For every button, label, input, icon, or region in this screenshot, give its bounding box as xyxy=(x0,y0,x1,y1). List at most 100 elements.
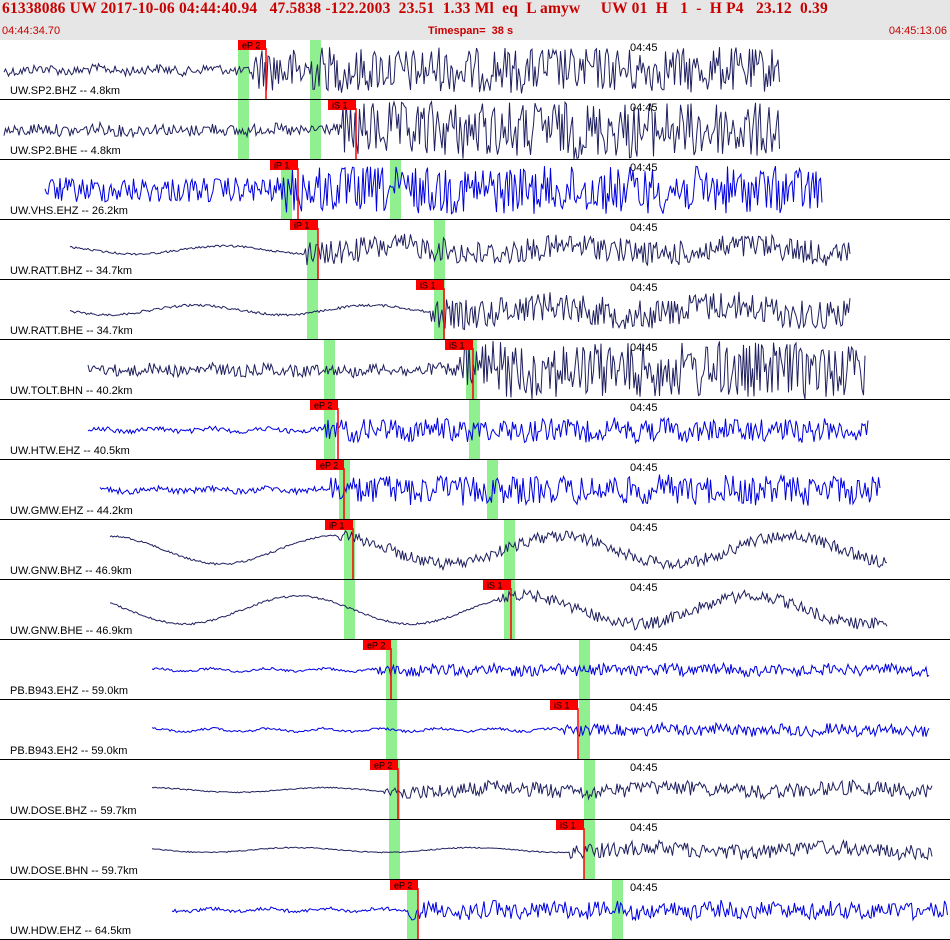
phase-window xyxy=(504,520,515,579)
phase-window xyxy=(324,400,335,459)
time-tick-label: 04:45 xyxy=(630,402,658,414)
event-header: 61338086 UW 2017-10-06 04:44:40.94 47.58… xyxy=(0,0,950,40)
trace-panel[interactable]: iS 1 04:45 UW.RATT.BHE -- 34.7km xyxy=(0,280,950,340)
waveform-line xyxy=(171,899,948,922)
trace-label: UW.HTW.EHZ -- 40.5km xyxy=(10,445,131,457)
trace-label: PB.B943.EH2 -- 59.0km xyxy=(10,745,129,757)
pick-label: eP 2 xyxy=(320,461,338,471)
trace-plot: iS 1 xyxy=(3,100,780,159)
trace-plot: iS 1 xyxy=(87,340,866,399)
pick-label: eP 2 xyxy=(242,41,260,51)
time-tick-label: 04:45 xyxy=(630,222,658,234)
waveform-line xyxy=(109,588,888,631)
end-time: 04:45:13.06 xyxy=(888,25,947,37)
waveform-line xyxy=(69,233,851,266)
phase-window xyxy=(390,160,401,219)
trace-panel[interactable]: eP 2 04:45 UW.DOSE.BHZ -- 59.7km xyxy=(0,760,950,820)
time-tick-label: 04:45 xyxy=(630,522,658,534)
phase-window xyxy=(281,160,292,219)
phase-window xyxy=(389,820,400,879)
pick-marker: iP 1 xyxy=(270,160,298,171)
phase-window xyxy=(344,520,355,579)
trace-label: UW.GNW.BHZ -- 46.9km xyxy=(10,565,133,577)
waveform-line xyxy=(69,291,851,331)
trace-panel[interactable]: iS 1 04:45 PB.B943.EH2 -- 59.0km xyxy=(0,700,950,760)
time-tick-label: 04:45 xyxy=(630,762,658,774)
trace-panel[interactable]: iS 1 04:45 UW.GNW.BHE -- 46.9km xyxy=(0,580,950,640)
trace-plot: iS 1 xyxy=(109,580,888,639)
pick-label: eP 2 xyxy=(314,401,332,411)
trace-panel[interactable]: iP 1 04:45 UW.RATT.BHZ -- 34.7km xyxy=(0,220,950,280)
pick-marker: iS 1 xyxy=(483,580,511,591)
waveform-line xyxy=(151,661,930,679)
waveform-line xyxy=(109,529,888,572)
pick-marker: eP 2 xyxy=(390,880,418,891)
pick-label: iS 1 xyxy=(487,581,503,591)
pick-marker: iS 1 xyxy=(328,100,356,111)
trace-panel[interactable]: eP 2 04:45 UW.SP2.BHZ -- 4.8km xyxy=(0,40,950,100)
trace-plot: iP 1 xyxy=(109,520,888,579)
phase-window xyxy=(612,880,623,939)
pick-marker: eP 2 xyxy=(310,400,338,411)
trace-panel[interactable]: eP 2 04:45 UW.GMW.EHZ -- 44.2km xyxy=(0,460,950,520)
trace-label: UW.GNW.BHE -- 46.9km xyxy=(10,625,134,637)
pick-label: iP 1 xyxy=(274,161,289,171)
time-tick-label: 04:45 xyxy=(630,42,658,54)
trace-plot: iS 1 xyxy=(69,280,851,339)
trace-panel[interactable]: eP 2 04:45 UW.HDW.EHZ -- 64.5km xyxy=(0,880,950,940)
pick-label: iS 1 xyxy=(449,341,465,351)
pick-label: eP 2 xyxy=(367,641,385,651)
pick-marker: iP 1 xyxy=(325,520,353,531)
trace-panel[interactable]: iS 1 04:45 UW.DOSE.BHN -- 59.7km xyxy=(0,820,950,880)
waveform-line xyxy=(44,165,823,215)
trace-label: UW.VHS.EHZ -- 26.2km xyxy=(10,205,129,217)
trace-label: UW.HDW.EHZ -- 64.5km xyxy=(10,925,133,937)
phase-window xyxy=(307,280,318,339)
pick-label: iS 1 xyxy=(554,701,570,711)
trace-label: UW.RATT.BHZ -- 34.7km xyxy=(10,265,134,277)
trace-panel[interactable]: iP 1 04:45 UW.GNW.BHZ -- 46.9km xyxy=(0,520,950,580)
time-tick-label: 04:45 xyxy=(630,642,658,654)
phase-window xyxy=(584,760,595,819)
pick-label: iS 1 xyxy=(560,821,576,831)
phase-window xyxy=(407,880,418,939)
event-title: 61338086 UW 2017-10-06 04:44:40.94 47.58… xyxy=(2,0,828,17)
trace-panel[interactable]: eP 2 04:45 PB.B943.EHZ -- 59.0km xyxy=(0,640,950,700)
time-tick-label: 04:45 xyxy=(630,582,658,594)
waveform-line xyxy=(99,473,881,507)
pick-marker: eP 2 xyxy=(363,640,391,651)
time-tick-label: 04:45 xyxy=(630,822,658,834)
trace-plot: eP 2 xyxy=(99,460,881,519)
trace-label: PB.B943.EHZ -- 59.0km xyxy=(10,685,129,697)
trace-plot: eP 2 xyxy=(171,880,948,939)
trace-plot: iS 1 xyxy=(151,820,933,879)
pick-label: eP 2 xyxy=(374,761,392,771)
pick-label: iP 1 xyxy=(294,221,309,231)
time-tick-label: 04:45 xyxy=(630,102,658,114)
phase-window xyxy=(466,340,477,399)
trace-panel[interactable]: iP 1 04:45 UW.VHS.EHZ -- 26.2km xyxy=(0,160,950,220)
phase-window xyxy=(310,40,321,99)
time-tick-label: 04:45 xyxy=(630,462,658,474)
pick-label: iS 1 xyxy=(332,101,348,111)
trace-label: UW.SP2.BHE -- 4.8km xyxy=(10,145,122,157)
time-tick-label: 04:45 xyxy=(630,882,658,894)
trace-plot: eP 2 xyxy=(3,40,780,99)
phase-window xyxy=(469,400,480,459)
phase-window xyxy=(310,100,321,159)
waveform-line xyxy=(151,779,933,801)
waveform-line xyxy=(3,47,780,94)
phase-window xyxy=(307,220,318,279)
pick-marker: iS 1 xyxy=(550,700,578,711)
phase-window xyxy=(434,280,445,339)
pick-marker: iS 1 xyxy=(445,340,473,351)
pick-marker: iS 1 xyxy=(416,280,444,291)
waveform-line xyxy=(87,340,866,399)
pick-marker: iS 1 xyxy=(556,820,584,831)
trace-panel[interactable]: iS 1 04:45 UW.TOLT.BHN -- 40.2km xyxy=(0,340,950,400)
pick-label: eP 2 xyxy=(394,881,412,891)
phase-window xyxy=(584,820,595,879)
trace-panel[interactable]: eP 2 04:45 UW.HTW.EHZ -- 40.5km xyxy=(0,400,950,460)
trace-panel[interactable]: iS 1 04:45 UW.SP2.BHE -- 4.8km xyxy=(0,100,950,160)
trace-plot: iS 1 xyxy=(151,700,930,759)
